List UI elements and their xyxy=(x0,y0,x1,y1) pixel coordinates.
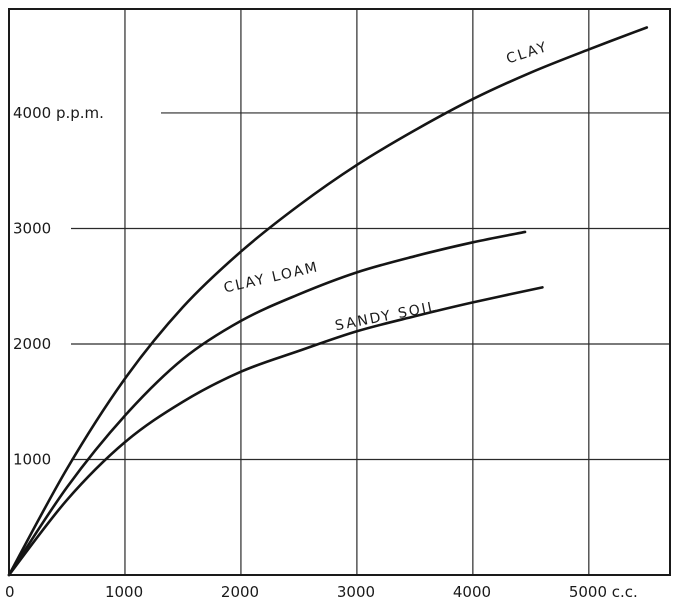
y-tick-label-3: 4000 p.p.m. xyxy=(13,104,104,122)
x-tick-label-0: 0 xyxy=(5,583,15,601)
x-tick-label-2: 2000 xyxy=(221,583,259,601)
series-line-sandy-soil xyxy=(7,286,544,577)
y-tick-label-2: 3000 xyxy=(13,219,51,237)
series-label-clay: CLAY xyxy=(504,39,550,67)
grid xyxy=(71,9,670,575)
curves xyxy=(7,26,649,577)
x-tick-label-4: 4000 xyxy=(453,583,491,601)
y-tick-label-0: 1000 xyxy=(13,450,51,468)
series-line-clay-loam xyxy=(7,230,527,577)
y-tick-label-1: 2000 xyxy=(13,335,51,353)
x-tick-label-5: 5000 c.c. xyxy=(569,583,638,601)
x-tick-label-1: 1000 xyxy=(105,583,143,601)
series-line-clay xyxy=(7,26,649,577)
plot-frame xyxy=(8,8,671,576)
series-label-sandy-soil: SANDY SOIL xyxy=(334,299,439,335)
tick-labels: 0 1000 2000 3000 4000 5000 c.c. 1000 2000 3000 40… xyxy=(5,104,638,601)
x-tick-label-3: 3000 xyxy=(337,583,375,601)
